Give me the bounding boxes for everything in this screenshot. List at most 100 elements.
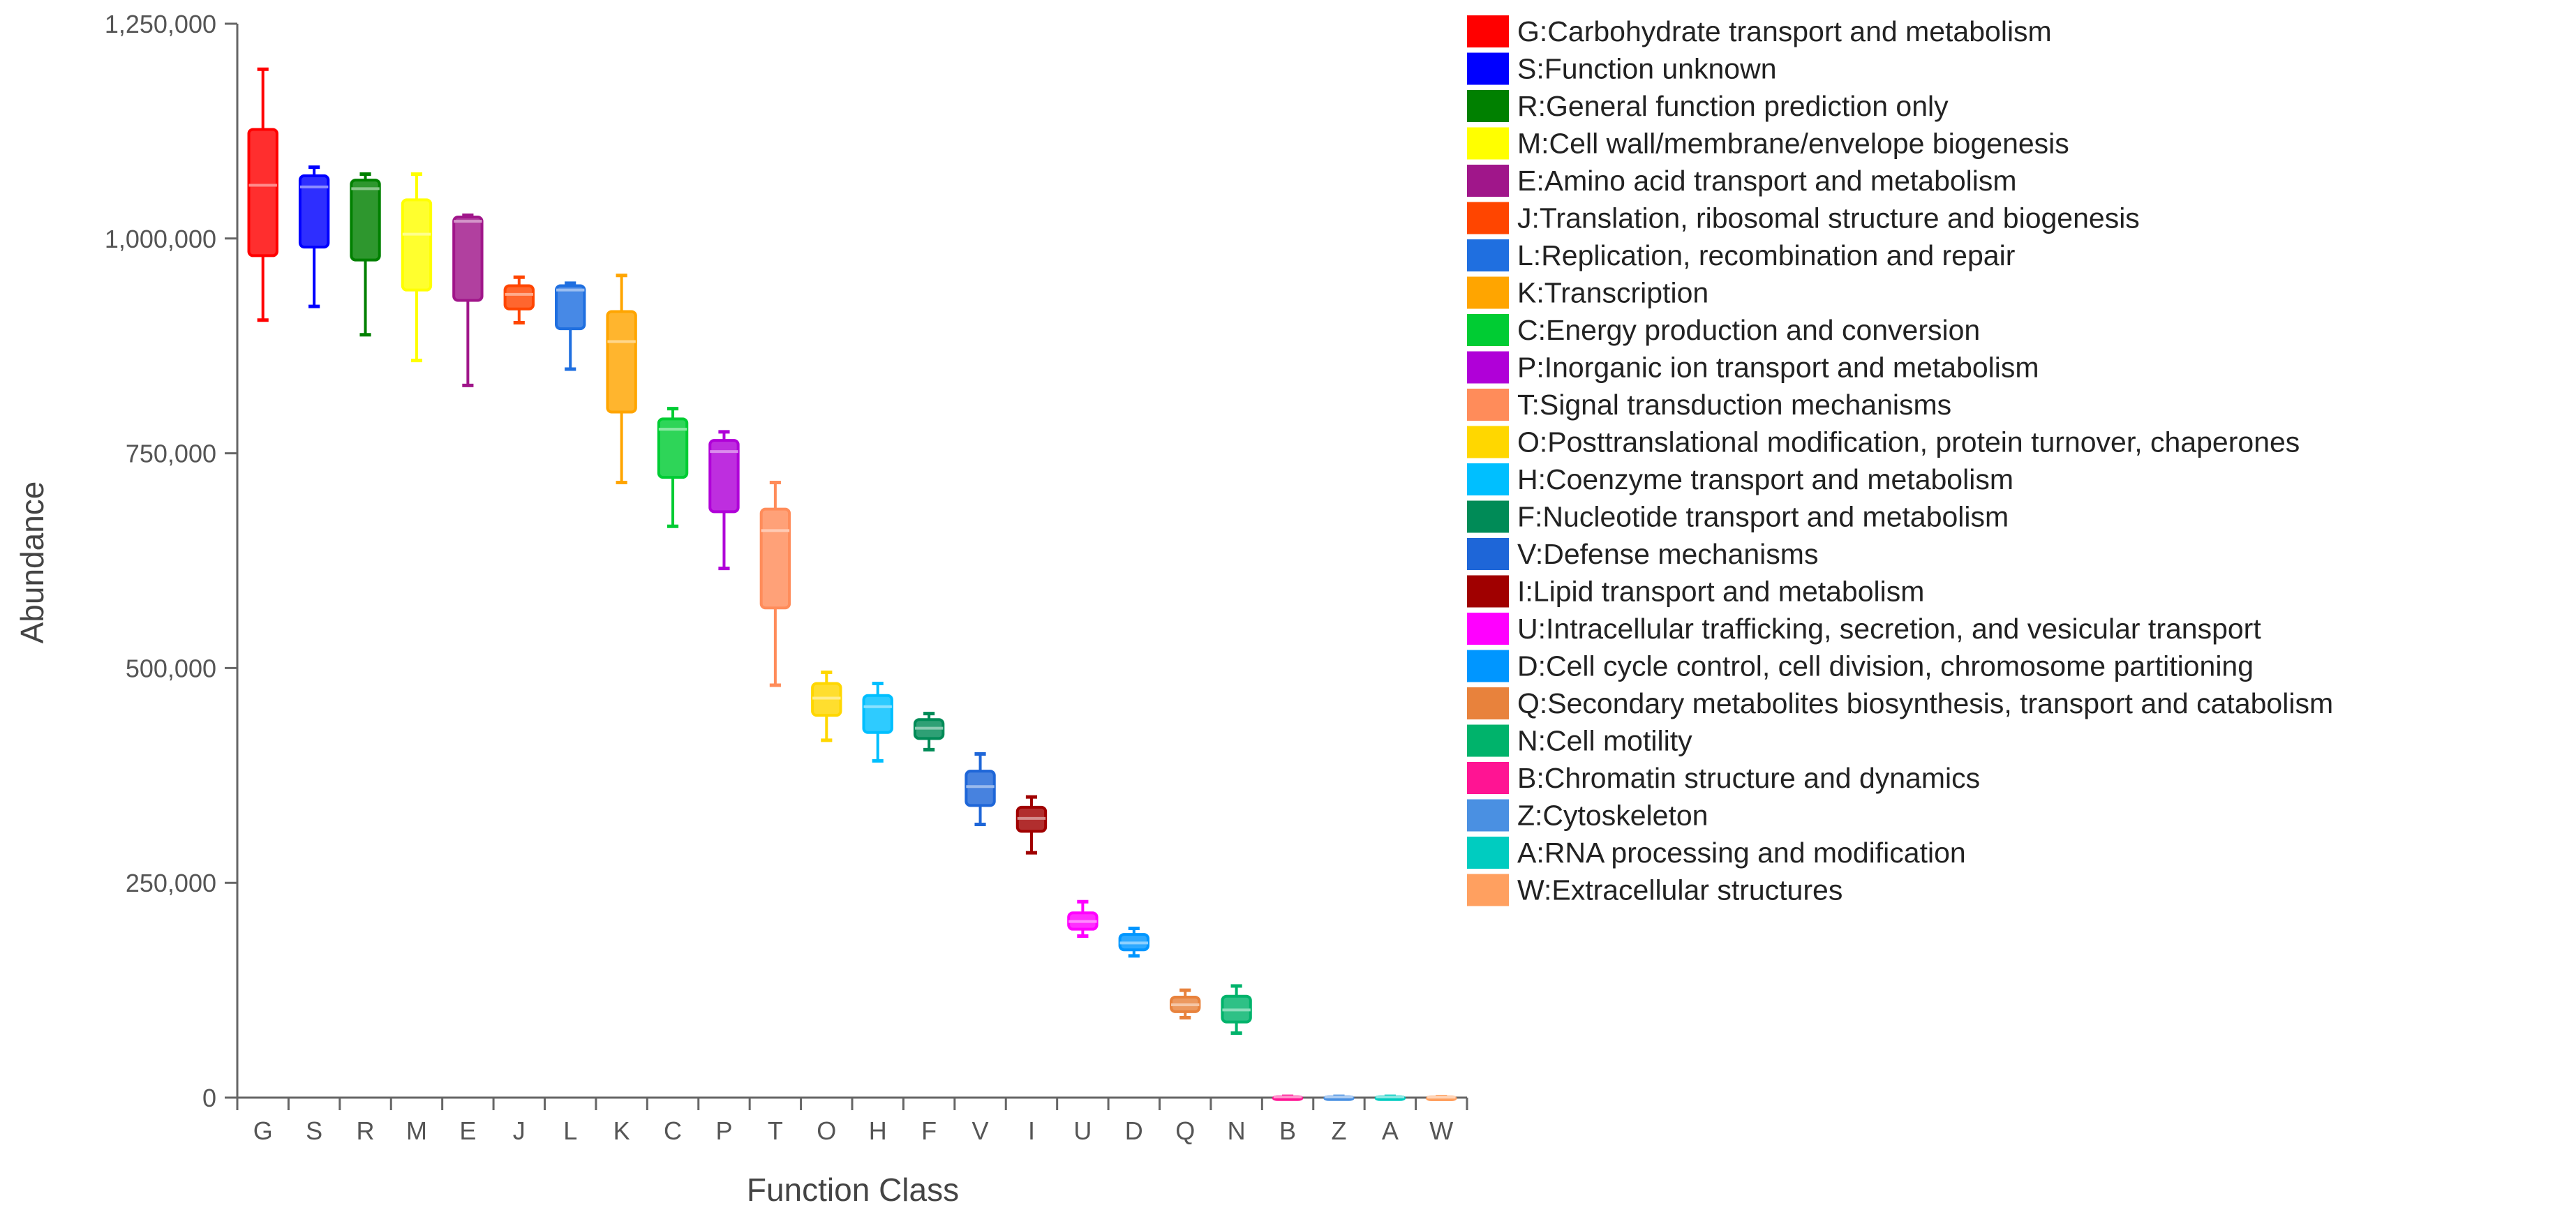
legend-swatch-g: [1467, 15, 1509, 47]
legend-swatch-a: [1467, 837, 1509, 869]
boxplot-c: [657, 407, 689, 528]
boxplot-e: [452, 214, 484, 387]
x-tick-label: P: [715, 1116, 732, 1145]
x-tick-label: V: [972, 1116, 989, 1145]
legend-swatch-i: [1467, 575, 1509, 608]
x-tick-label: M: [406, 1116, 427, 1145]
boxplots: [247, 67, 1457, 1102]
axes: 0 250,000 500,000 750,000 1,000,000 1,250,000…: [105, 10, 1468, 1145]
legend-item-u: U:Intracellular trafficking, secretion, …: [1517, 613, 2261, 645]
legend-swatch-d: [1467, 650, 1509, 682]
y-tick-label: 1,000,000: [105, 225, 216, 253]
legend: G:Carbohydrate transport and metabolism S…: [1467, 15, 2333, 906]
boxplot-w: [1426, 1095, 1457, 1102]
legend-item-b: B:Chromatin structure and dynamics: [1517, 762, 1980, 794]
boxplot-t: [759, 480, 791, 687]
y-tick-label: 0: [202, 1084, 216, 1112]
boxplot-r: [350, 172, 381, 337]
x-tick-label: T: [768, 1116, 783, 1145]
legend-item-g: G:Carbohydrate transport and metabolism: [1517, 15, 2052, 47]
boxplot-v: [965, 752, 996, 826]
x-tick-label: N: [1228, 1116, 1246, 1145]
x-tick-label: D: [1125, 1116, 1143, 1145]
boxplot-s: [298, 165, 330, 308]
x-tick-label: W: [1429, 1116, 1453, 1145]
boxplot-p: [708, 430, 740, 571]
x-tick-label: E: [459, 1116, 476, 1145]
box-iqr: [759, 507, 791, 610]
boxplot-d: [1118, 926, 1149, 958]
boxplot-h: [862, 682, 893, 763]
y-tick-label: 500,000: [126, 654, 216, 682]
legend-item-t: T:Signal transduction mechanisms: [1517, 389, 1951, 421]
legend-item-a: A:RNA processing and modification: [1517, 837, 1966, 869]
boxplot-o: [811, 671, 842, 742]
legend-swatch-o: [1467, 426, 1509, 458]
x-tick-label: R: [357, 1116, 375, 1145]
legend-item-h: H:Coenzyme transport and metabolism: [1517, 463, 2013, 495]
box-iqr: [965, 770, 996, 807]
boxplot-i: [1015, 795, 1048, 855]
box-iqr: [247, 128, 278, 257]
legend-item-r: R:General function prediction only: [1517, 90, 1949, 122]
x-tick-label: G: [253, 1116, 273, 1145]
x-tick-label: H: [869, 1116, 887, 1145]
legend-item-e: E:Amino acid transport and metabolism: [1517, 165, 2017, 197]
legend-item-l: L:Replication, recombination and repair: [1517, 239, 2015, 271]
x-tick-label: C: [664, 1116, 682, 1145]
boxplot-z: [1323, 1094, 1355, 1101]
box-iqr: [401, 198, 433, 292]
boxplot-b: [1272, 1094, 1304, 1101]
x-tick-label: K: [613, 1116, 630, 1145]
x-tick-label: S: [306, 1116, 322, 1145]
x-tick-label: F: [921, 1116, 937, 1145]
box-iqr: [298, 174, 330, 249]
boxplot-l: [555, 281, 586, 371]
legend-swatch-p: [1467, 351, 1509, 384]
box-iqr: [606, 310, 637, 414]
legend-swatch-v: [1467, 538, 1509, 570]
legend-item-c: C:Energy production and conversion: [1517, 314, 1980, 346]
legend-item-w: W:Extracellular structures: [1517, 874, 1842, 906]
x-axis-title: Function Class: [747, 1172, 959, 1208]
legend-swatch-k: [1467, 276, 1509, 309]
boxplot-k: [606, 274, 637, 484]
legend-swatch-s: [1467, 52, 1509, 85]
legend-swatch-u: [1467, 613, 1509, 645]
y-tick-label: 750,000: [126, 440, 216, 468]
x-tick-label: Q: [1175, 1116, 1195, 1145]
legend-swatch-e: [1467, 165, 1509, 197]
box-iqr: [350, 179, 381, 262]
box-iqr: [452, 216, 484, 302]
legend-swatch-n: [1467, 724, 1509, 757]
boxplot-n: [1221, 984, 1252, 1036]
legend-swatch-r: [1467, 90, 1509, 122]
boxplot-m: [401, 172, 433, 363]
legend-item-i: I:Lipid transport and metabolism: [1517, 576, 1924, 608]
y-tick-label: 1,250,000: [105, 10, 216, 38]
legend-swatch-h: [1467, 463, 1509, 495]
legend-item-q: Q:Secondary metabolites biosynthesis, tr…: [1517, 687, 2333, 719]
legend-item-f: F:Nucleotide transport and metabolism: [1517, 501, 2009, 533]
legend-swatch-q: [1467, 687, 1509, 719]
x-tick-label: O: [817, 1116, 836, 1145]
legend-item-k: K:Transcription: [1517, 277, 1708, 309]
x-tick-label: J: [513, 1116, 526, 1145]
box-iqr: [657, 417, 689, 479]
legend-swatch-m: [1467, 127, 1509, 160]
legend-swatch-f: [1467, 500, 1509, 533]
boxplot-a: [1374, 1094, 1406, 1101]
x-tick-label: U: [1073, 1116, 1092, 1145]
y-axis-title: Abundance: [14, 481, 50, 644]
x-tick-label: B: [1279, 1116, 1296, 1145]
legend-swatch-w: [1467, 874, 1509, 906]
x-tick-label: I: [1028, 1116, 1035, 1145]
box-iqr: [708, 439, 740, 514]
legend-item-p: P:Inorganic ion transport and metabolism: [1517, 352, 2039, 384]
legend-item-m: M:Cell wall/membrane/envelope biogenesis: [1517, 128, 2069, 160]
legend-item-n: N:Cell motility: [1517, 725, 1692, 757]
box-iqr: [503, 284, 535, 311]
x-tick-label: A: [1382, 1116, 1399, 1145]
legend-swatch-j: [1467, 202, 1509, 234]
